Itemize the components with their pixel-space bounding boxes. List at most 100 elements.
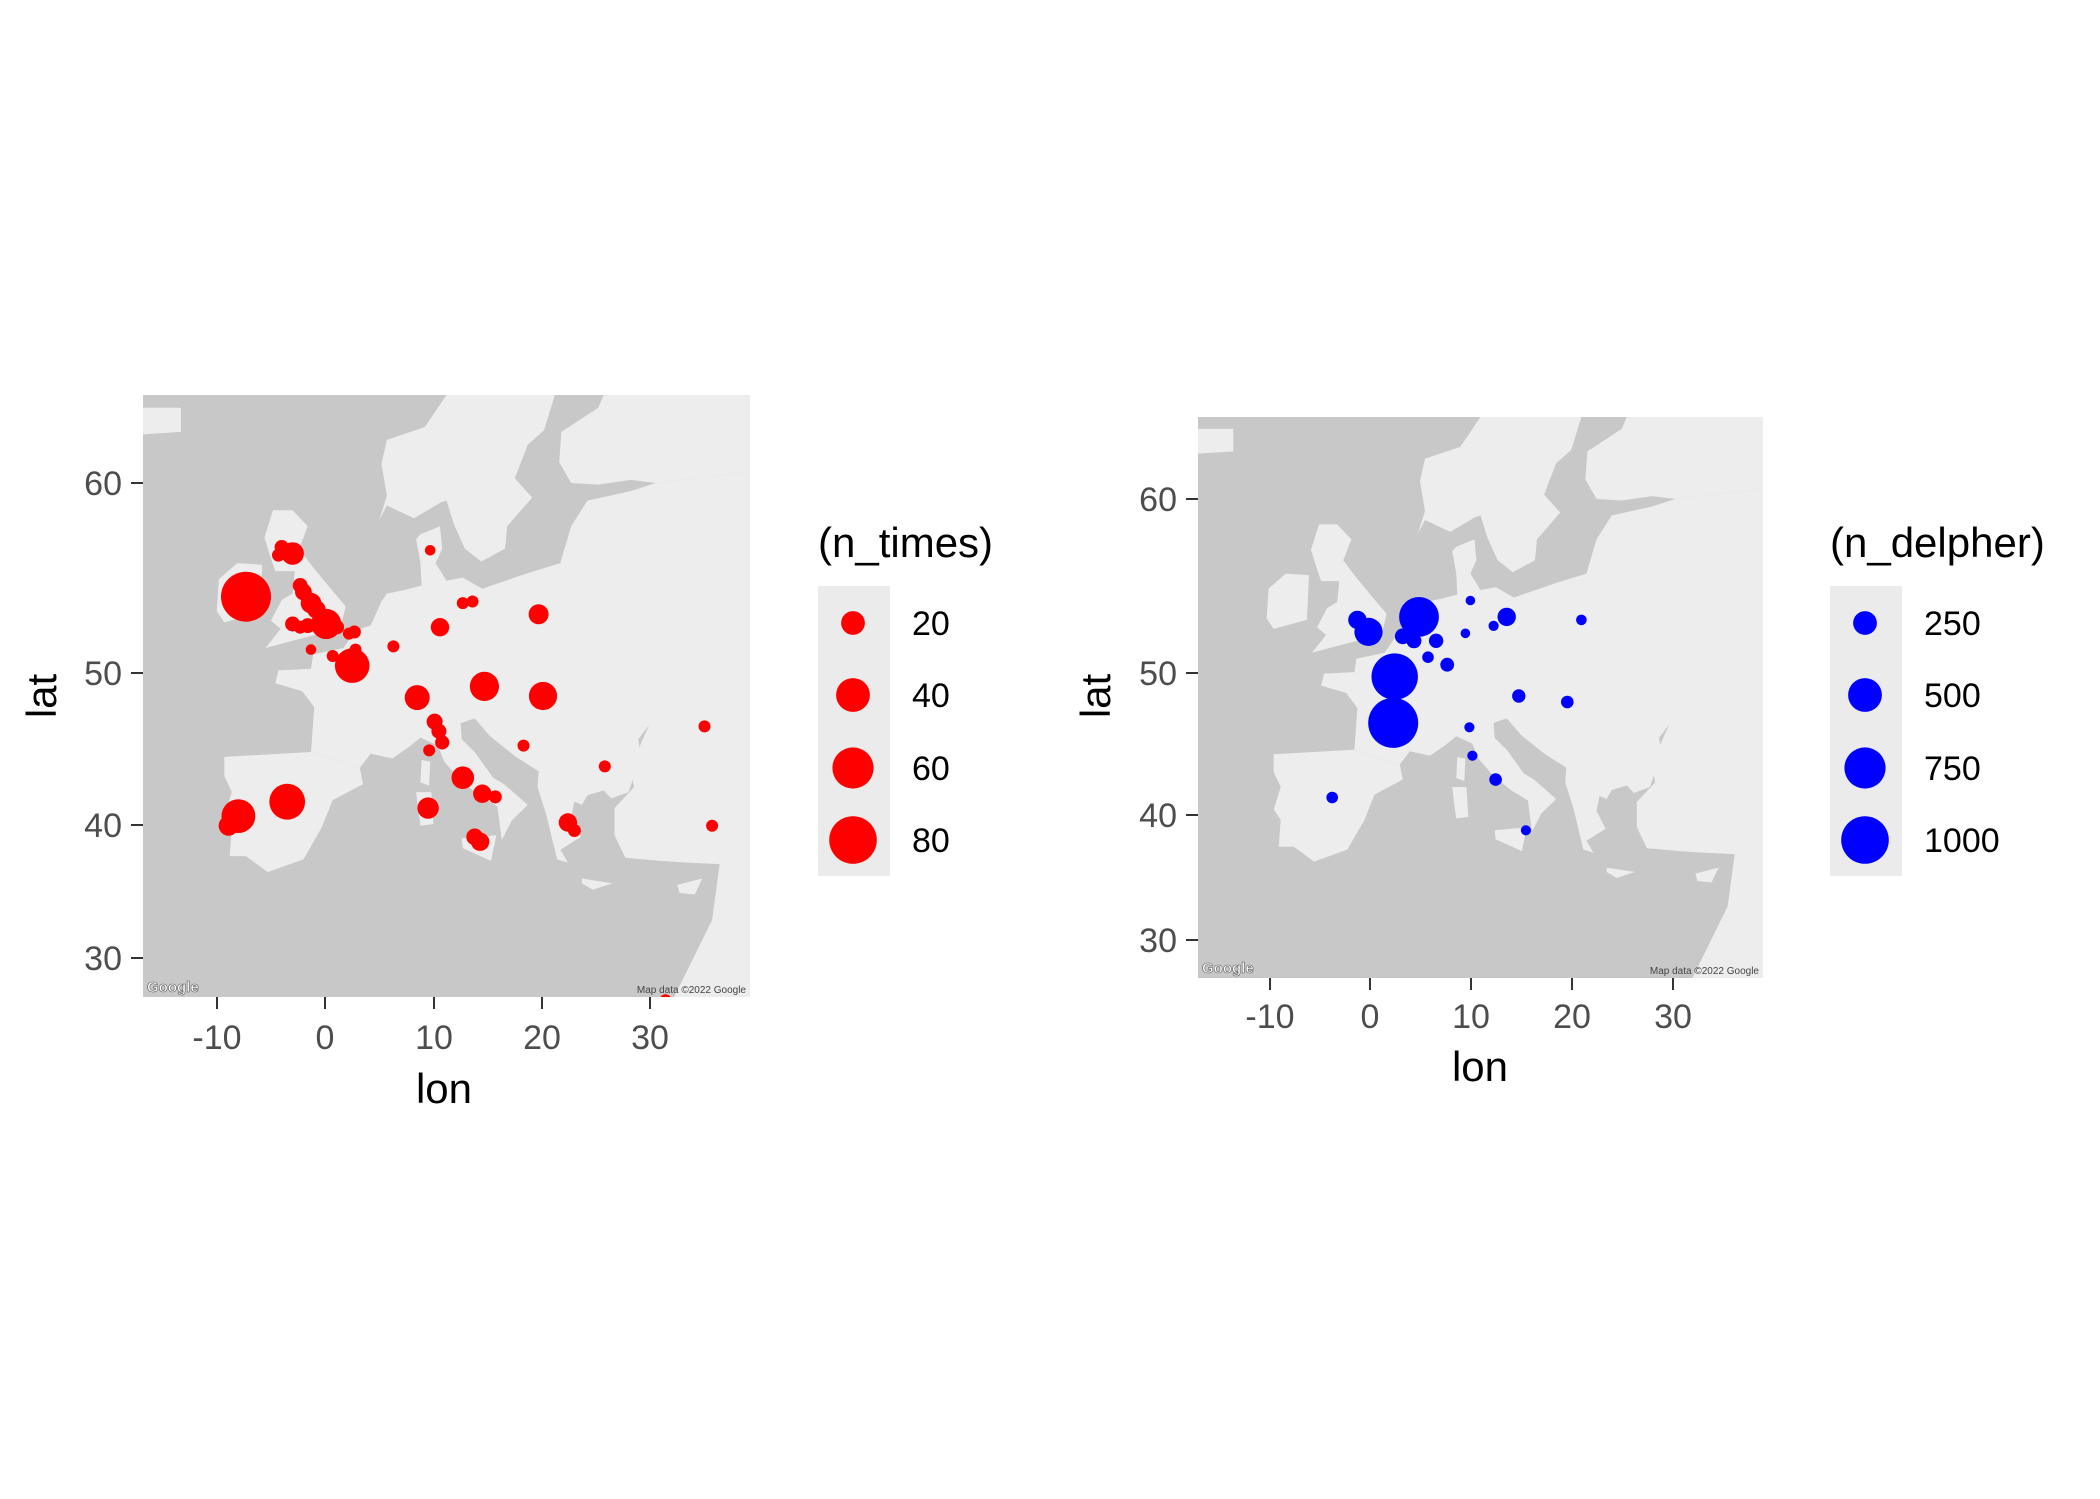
- data-point: [1489, 773, 1502, 786]
- map-panel-left: Google Map data ©2022 Google 30 40 50 60…: [18, 395, 993, 1112]
- legend-label: 500: [1924, 677, 1981, 715]
- data-point: [387, 640, 400, 653]
- legend-title: (n_times): [818, 519, 993, 566]
- data-point: [1440, 657, 1455, 672]
- legend-label: 80: [912, 822, 950, 860]
- y-axis: 30 40 50 60 lat: [1072, 481, 1198, 960]
- x-tick-label: 20: [1553, 998, 1591, 1036]
- data-point: [706, 819, 719, 832]
- data-point: [473, 784, 492, 803]
- data-point: [1512, 689, 1526, 703]
- x-axis-title: lon: [416, 1065, 472, 1112]
- y-tick-label: 40: [84, 807, 122, 845]
- data-point: [307, 600, 326, 619]
- data-point: [1422, 651, 1434, 663]
- data-point: [430, 618, 450, 637]
- y-tick-label: 60: [1139, 481, 1177, 519]
- y-axis: 30 40 50 60 lat: [18, 465, 143, 978]
- data-point: [269, 783, 306, 820]
- data-point: [423, 744, 436, 757]
- y-tick-label: 30: [1139, 922, 1177, 960]
- data-point: [435, 735, 450, 750]
- data-point: [349, 643, 362, 656]
- legend-label: 250: [1924, 605, 1981, 643]
- x-tick-label: 20: [523, 1019, 561, 1057]
- data-point: [1460, 628, 1471, 639]
- x-axis: -10 0 10 20 30 lon: [1245, 978, 1692, 1090]
- data-point: [431, 723, 447, 739]
- data-point: [517, 739, 530, 752]
- legend-keys: [1841, 611, 1889, 864]
- data-point: [272, 548, 285, 562]
- x-tick-label: 10: [1452, 998, 1490, 1036]
- google-logo: Google: [147, 979, 199, 996]
- data-point: [348, 656, 361, 669]
- data-point: [1576, 614, 1587, 626]
- x-tick-label: 30: [631, 1019, 669, 1057]
- x-tick-label: -10: [1245, 998, 1294, 1036]
- data-point: [1406, 633, 1422, 649]
- data-point: [1497, 607, 1516, 627]
- data-point: [1399, 597, 1439, 637]
- y-axis-title: lat: [1072, 673, 1119, 718]
- google-logo: Google: [1202, 960, 1254, 977]
- y-axis-title: lat: [18, 673, 65, 718]
- x-tick-label: 30: [1654, 998, 1692, 1036]
- y-tick-label: 30: [84, 940, 122, 978]
- legend-key: [1848, 678, 1882, 712]
- legend: (n_delpher) 250 500 750 1000: [1830, 519, 2045, 876]
- x-axis: -10 0 10 20 30 lon: [192, 997, 669, 1112]
- data-point: [1465, 595, 1476, 606]
- data-point: [456, 597, 469, 610]
- legend: (n_times) 20 40 60 80: [818, 519, 993, 876]
- data-point: [1488, 620, 1499, 632]
- data-point: [660, 994, 671, 997]
- data-point: [528, 681, 558, 711]
- data-point: [417, 797, 439, 819]
- data-point: [1467, 750, 1478, 761]
- data-point: [698, 720, 711, 733]
- legend-key: [1853, 611, 1877, 635]
- data-point: [424, 545, 436, 556]
- x-tick-label: -10: [192, 1019, 241, 1057]
- data-point: [1348, 610, 1367, 630]
- data-point: [1368, 697, 1419, 748]
- data-point: [466, 828, 484, 846]
- data-point: [1428, 633, 1444, 648]
- data-point: [598, 760, 611, 773]
- data-point: [342, 627, 355, 640]
- legend-key: [832, 747, 874, 789]
- legend-label: 60: [912, 750, 950, 788]
- data-point: [466, 595, 479, 608]
- data-point: [292, 578, 308, 593]
- legend-key: [829, 816, 877, 864]
- data-point: [305, 644, 317, 655]
- data-point: [293, 620, 307, 634]
- legend-label: 40: [912, 677, 950, 715]
- data-point: [1326, 791, 1338, 804]
- data-point: [1371, 653, 1418, 700]
- data-point: [221, 571, 271, 622]
- data-point: [1464, 722, 1475, 733]
- data-point: [1561, 695, 1574, 709]
- legend-keys: [829, 611, 877, 864]
- data-point: [1520, 825, 1531, 836]
- legend-label: 1000: [1924, 822, 2000, 860]
- data-point: [329, 620, 345, 635]
- map-attribution: Map data ©2022 Google: [637, 985, 747, 996]
- x-tick-label: 0: [316, 1019, 335, 1057]
- data-point: [469, 671, 499, 702]
- x-tick-label: 10: [415, 1019, 453, 1057]
- legend-key: [1844, 747, 1886, 789]
- legend-title: (n_delpher): [1830, 519, 2045, 566]
- legend-label: 750: [1924, 750, 1981, 788]
- data-point: [326, 650, 339, 662]
- data-point: [567, 824, 581, 837]
- legend-key: [841, 611, 865, 635]
- map-panel-right: Google Map data ©2022 Google 30 40 50 60…: [1072, 417, 2045, 1090]
- legend-label: 20: [912, 605, 950, 643]
- legend-key: [1841, 816, 1889, 864]
- x-tick-label: 0: [1361, 998, 1380, 1036]
- legend-key: [836, 678, 870, 712]
- data-point: [218, 815, 239, 836]
